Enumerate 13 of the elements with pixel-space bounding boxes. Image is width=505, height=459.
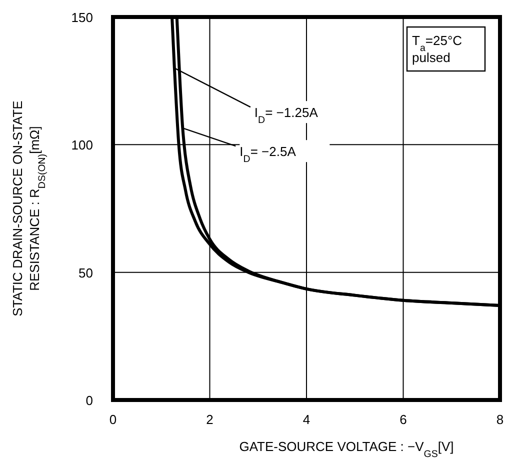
annotation: I$_{D}$= −1.25A [254,105,318,126]
y-tick-label: 0 [86,393,93,408]
annotation: T$_{a}$=25°C pulsed [412,33,462,65]
x-tick-label: 2 [206,412,214,427]
x-axis-title: GATE-SOURCE VOLTAGE : −V$_{GS}$[V] [239,439,454,459]
y-tick-label: 100 [71,138,93,153]
x-tick-label: 6 [400,412,407,427]
x-tick-label: 8 [496,412,504,427]
annotation: I$_{D}$= −2.5A [240,144,296,165]
x-tick-label: 0 [109,412,117,427]
y-tick-label: 50 [78,265,93,280]
y-tick-label: 150 [71,10,93,25]
x-tick-label: 4 [302,412,310,427]
